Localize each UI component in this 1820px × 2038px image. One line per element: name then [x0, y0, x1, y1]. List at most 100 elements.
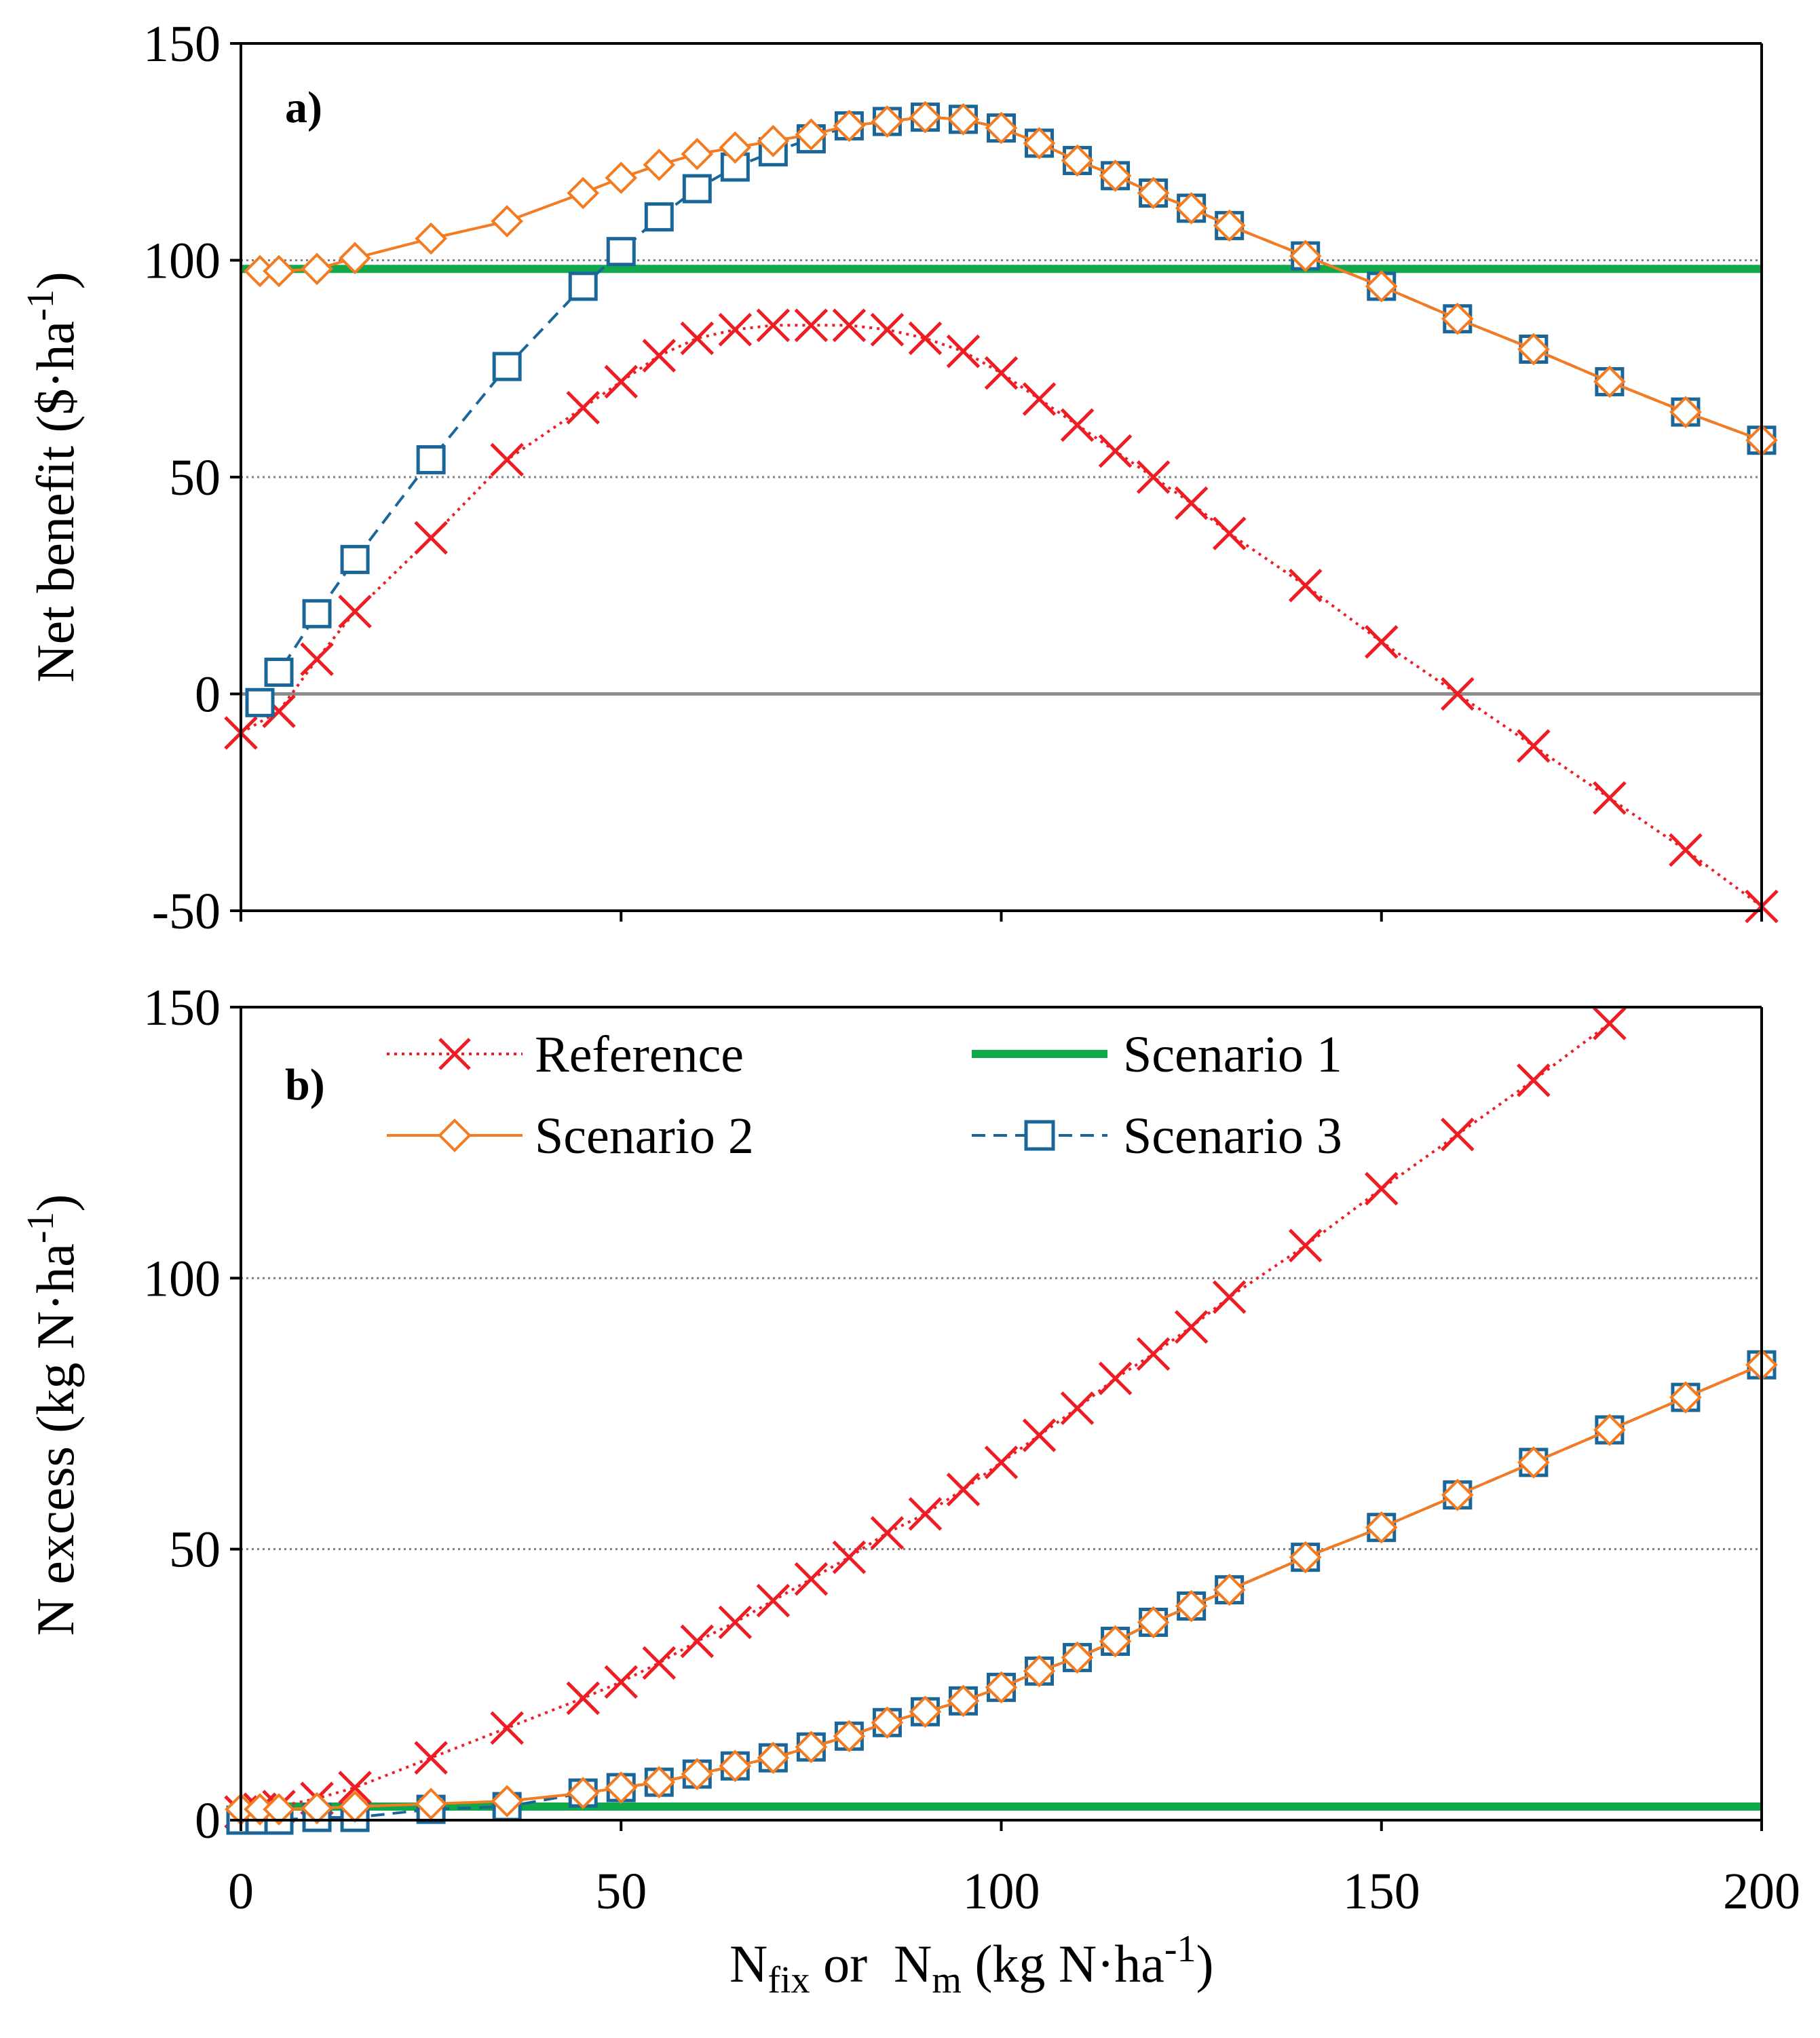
panel-b-reference-point-6 — [490, 1711, 524, 1745]
panel-a-scenario2-point-9 — [681, 138, 714, 170]
x-tick-label-2: 100 — [963, 1863, 1040, 1920]
panel-b-scenario3-line — [241, 1363, 1762, 1822]
panel-a-reference-point-18 — [1022, 382, 1057, 416]
panel-a-reference-point-21 — [1136, 460, 1171, 494]
x-tick-label-3: 150 — [1343, 1863, 1420, 1920]
panel-b-scenario2-point-11 — [719, 1750, 752, 1782]
panel-a-scenario2-point-1 — [263, 254, 295, 288]
panel-a-ytick-label-0: -50 — [152, 883, 221, 940]
panel-b-y-title-main: N excess (kg N·ha — [26, 1243, 85, 1636]
panel-a-scenario3-point-7 — [606, 237, 636, 267]
panel-b-scenario2-point-15 — [871, 1706, 904, 1739]
panel-b-reference-point-9 — [642, 1646, 677, 1680]
legend-label-scenario1: Scenario 1 — [1123, 1026, 1342, 1083]
panel-a-reference-point-5 — [490, 442, 524, 477]
panel-a-scenario2-point-16 — [947, 102, 980, 136]
panel-a-scenario3-point-0 — [245, 687, 275, 717]
panel-b-scenario2-point-5 — [415, 1788, 447, 1820]
x-tick-label-0: 0 — [228, 1863, 254, 1920]
panel-b-scenario2-point-20 — [1061, 1641, 1094, 1674]
panel-a-reference-point-7 — [604, 364, 639, 399]
panel-a-scenario3-point-4 — [416, 445, 446, 474]
panel-b-reference-point-21 — [1098, 1361, 1133, 1395]
panel-b-scenario2-point-17 — [947, 1684, 980, 1718]
panel-b-scenario2-point-21 — [1099, 1625, 1132, 1658]
panel-b-scenario2-point-19 — [1023, 1655, 1056, 1688]
x-title-close: ) — [1196, 1934, 1214, 1993]
panel-a-reference-point-14 — [870, 312, 905, 347]
panel-a-ytick-label-3: 100 — [143, 233, 221, 290]
panel-b-scenario2-point-13 — [795, 1731, 828, 1764]
panel-a-scenario2-line — [260, 115, 1762, 442]
panel-b-reference-point-23 — [1174, 1310, 1209, 1344]
legend-label-reference: Reference — [535, 1026, 744, 1083]
panel-a-label: a) — [285, 83, 322, 132]
panel-b-label: b) — [285, 1060, 325, 1110]
panel-a-scenario2-point-25 — [1365, 270, 1398, 303]
panel-a-reference-point-12 — [794, 308, 829, 343]
panel-a-scenario2-point-27 — [1517, 333, 1550, 366]
panel-a-ticks: -50 0 50 100 150 — [143, 16, 1763, 940]
x-title-mid: or N — [810, 1934, 932, 1993]
panel-b-reference-point-16 — [908, 1496, 943, 1531]
panel-a-reference-point-22 — [1174, 486, 1209, 521]
panel-a-reference-point-17 — [984, 356, 1019, 390]
panel-a-scenario2-point-3 — [339, 242, 371, 275]
panel-b-reference-point-26 — [1364, 1171, 1399, 1206]
panel-a-reference-point-10 — [718, 312, 753, 347]
legend-label-scenario2: Scenario 2 — [535, 1108, 754, 1165]
panel-b-scenario2-point-6 — [491, 1785, 524, 1817]
panel-a-scenario3-point-9 — [682, 174, 712, 204]
panel-b-ytick-label-1: 50 — [169, 1522, 221, 1579]
panel-b-ytick-label-3: 150 — [143, 979, 221, 1036]
x-tick-label-1: 50 — [595, 1863, 647, 1920]
legend-label-scenario3: Scenario 3 — [1123, 1108, 1342, 1165]
panel-b-ticks: 0 50 100 150 0 50 100 150 200 — [143, 979, 1800, 1920]
panel-a-reference-point-26 — [1441, 677, 1475, 711]
panel-a-reference-point-15 — [908, 321, 943, 356]
panel-b-reference-point-14 — [832, 1540, 867, 1574]
panel-a-gridlines — [241, 259, 1762, 696]
panel-a-reference-point-16 — [946, 334, 981, 369]
x-title-sup: -1 — [1164, 1928, 1196, 1970]
panel-b-reference-point-11 — [718, 1605, 753, 1640]
panel-b-ytick-label-2: 100 — [143, 1250, 221, 1307]
panel-a-scenario3-point-1 — [264, 658, 294, 687]
panel-a-reference-point-9 — [680, 321, 715, 356]
panel-a-y-title-sup: -1 — [20, 289, 62, 321]
panel-a-scenario2-point-26 — [1441, 302, 1474, 335]
panel-b-series — [224, 1006, 1778, 1835]
panel-b-scenario2-point-28 — [1517, 1446, 1550, 1479]
panel-b-reference-point-7 — [566, 1681, 600, 1716]
panel-b-reference-point-27 — [1441, 1117, 1475, 1152]
panel-a-ytick-label-1: 0 — [195, 666, 221, 723]
legend-item-scenario3: Scenario 3 — [972, 1108, 1342, 1165]
panel-b-reference-point-18 — [984, 1446, 1019, 1479]
panel-a-scenario2-point-20 — [1099, 159, 1132, 192]
panel-b-scenario2-point-2 — [263, 1793, 295, 1826]
panel-b-reference-point-4 — [338, 1771, 372, 1805]
panel-a-reference-point-3 — [338, 595, 372, 628]
panel-a-reference-point-4 — [414, 521, 448, 555]
legend-marker-scenario2 — [438, 1118, 472, 1152]
panel-a-scenario2-point-15 — [909, 100, 942, 134]
panel-a-y-title-main: Net benefit ($·ha — [26, 321, 85, 683]
panel-a-reference-point-2 — [300, 642, 334, 677]
panel-b-scenario2-point-16 — [909, 1695, 942, 1729]
panel-b-reference-point-5 — [414, 1741, 448, 1775]
panel-b-scenario2-point-18 — [985, 1671, 1018, 1704]
panel-a-scenario2-point-18 — [1023, 127, 1056, 159]
panel-a-scenario2-point-17 — [985, 111, 1018, 145]
panel-a-ytick-label-2: 50 — [169, 449, 221, 506]
panel-a-reference-point-13 — [832, 308, 867, 343]
panel-b-scenario2-point-25 — [1289, 1541, 1322, 1574]
panel-a-scenario3-point-3 — [340, 544, 370, 574]
panel-b-n-excess: 0 50 100 150 0 50 100 150 200 b) N excess (kg N·… — [20, 979, 1800, 1920]
panel-b-reference-point-17 — [946, 1473, 981, 1507]
x-title-pre: N — [729, 1934, 767, 1993]
panel-b-reference-point-28 — [1517, 1063, 1551, 1097]
panel-b-y-title-close: ) — [26, 1194, 85, 1212]
panel-b-scenario2-point-29 — [1593, 1414, 1626, 1446]
panel-b-scenario2-point-22 — [1137, 1606, 1170, 1639]
